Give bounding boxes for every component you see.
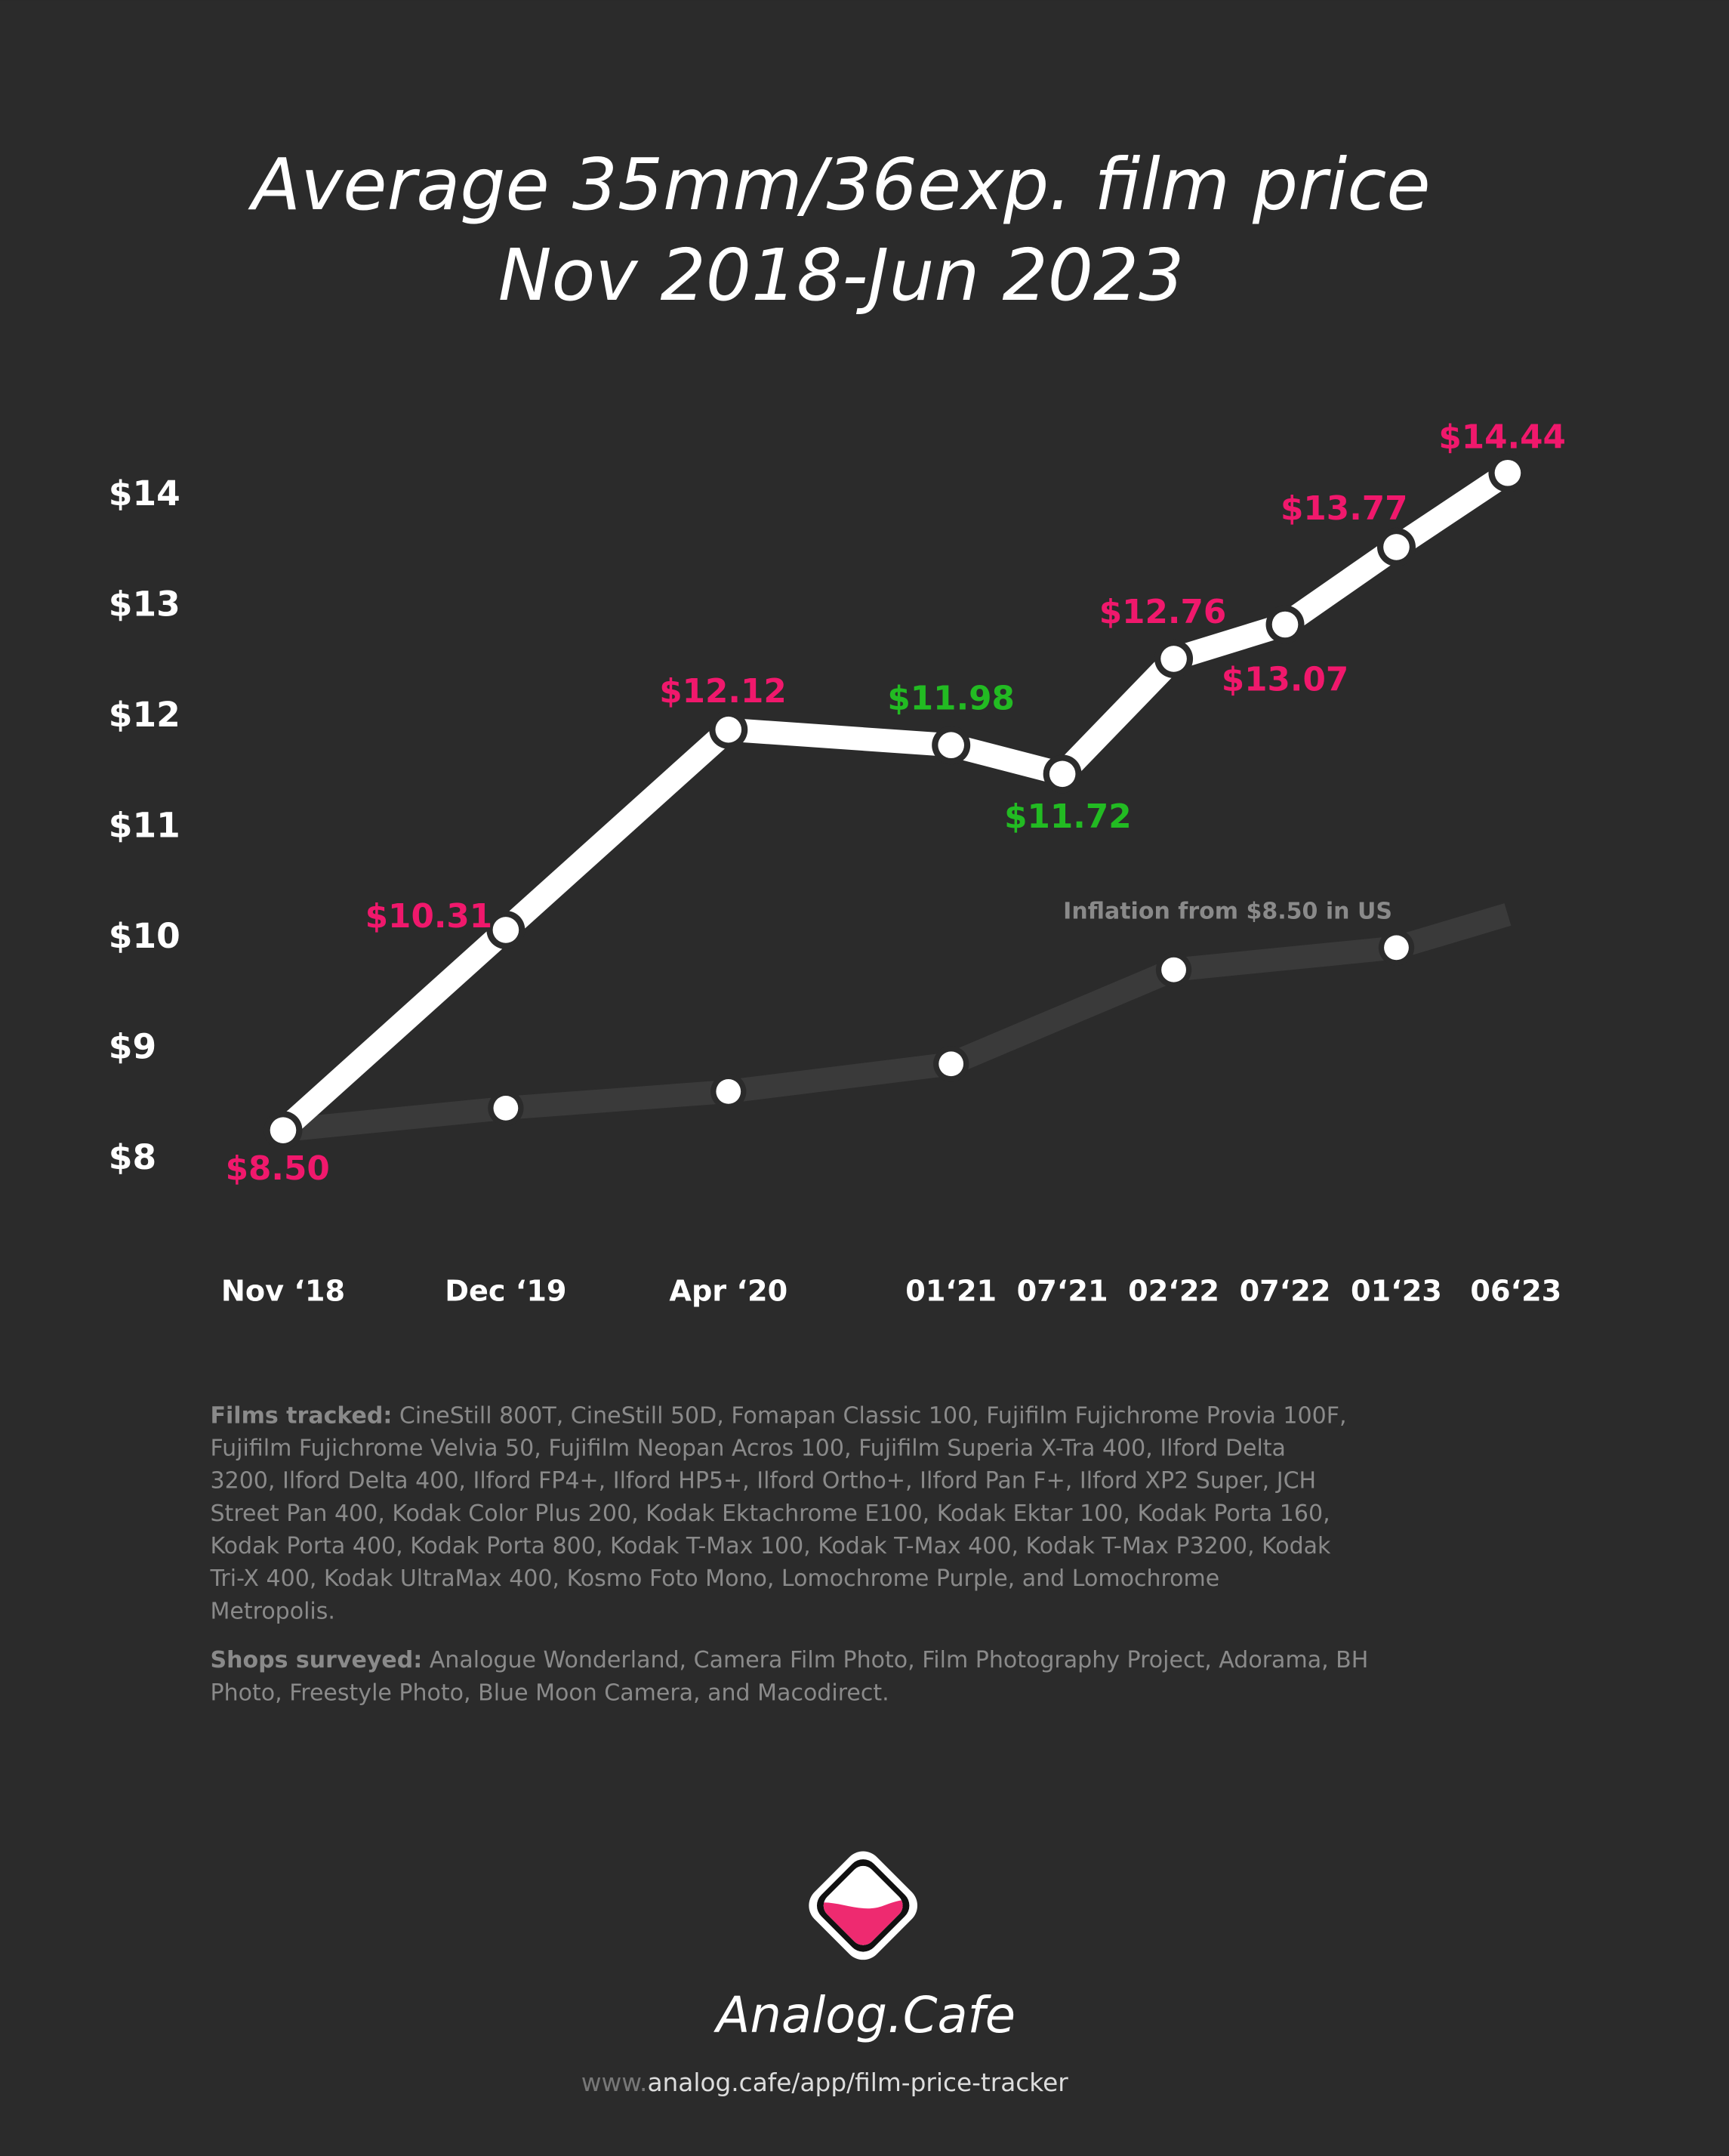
price-line-segment: [498, 720, 737, 939]
price-marker: [1383, 534, 1410, 560]
x-tick-label: Dec ‘19: [445, 1275, 566, 1308]
price-marker: [1271, 611, 1299, 638]
footnote-line: Films tracked: CineStill 800T, CineStill…: [211, 1402, 1347, 1429]
data-label: $10.31: [365, 897, 493, 936]
y-tick-label: $12: [109, 695, 180, 735]
footnote-line: Kodak Porta 400, Kodak Porta 800, Kodak …: [211, 1533, 1332, 1559]
footnote-heading: Films tracked:: [211, 1402, 393, 1429]
data-label: $12.76: [1099, 593, 1227, 631]
price-marker: [1049, 760, 1076, 788]
inflation-marker: [493, 1095, 519, 1121]
brand-name: Analog.Cafe: [713, 1987, 1016, 2044]
x-tick-label: Nov ‘18: [221, 1275, 345, 1308]
footnote-line: Tri-X 400, Kodak UltraMax 400, Kosmo Fot…: [210, 1565, 1220, 1592]
inflation-marker: [1161, 957, 1186, 982]
brand-url[interactable]: www.analog.cafe/app/film-price-tracker: [581, 2068, 1069, 2097]
y-tick-label: $10: [109, 916, 180, 956]
title-line-2: Nov 2018-Jun 2023: [498, 234, 1185, 317]
footnote-line: Fujifilm Fujichrome Velvia 50, Fujifilm …: [211, 1436, 1286, 1462]
y-tick-label: $11: [109, 805, 180, 845]
data-label: $14.44: [1438, 418, 1566, 456]
data-label: $13.77: [1281, 489, 1408, 528]
price-line-segment: [1389, 463, 1515, 557]
x-tick-label: 01‘23: [1351, 1275, 1442, 1308]
data-label: $12.12: [659, 672, 787, 711]
x-tick-label: 07‘21: [1017, 1275, 1108, 1308]
data-label: $13.07: [1222, 660, 1349, 699]
footnote-line: Shops surveyed: Analogue Wonderland, Cam…: [211, 1647, 1369, 1673]
data-label: $11.98: [887, 679, 1015, 717]
url-prefix: www.: [581, 2068, 648, 2097]
x-tick-label: Apr ‘20: [669, 1275, 787, 1308]
inflation-label: Inflation from $8.50 in US: [1063, 898, 1392, 924]
price-marker: [938, 732, 964, 759]
price-marker: [270, 1117, 297, 1143]
footnote-heading: Shops surveyed:: [211, 1647, 423, 1673]
title-line-1: Average 35mm/36exp. film price: [247, 143, 1430, 227]
y-tick-label: $8: [109, 1137, 156, 1177]
footnote-line: Street Pan 400, Kodak Color Plus 200, Ko…: [211, 1501, 1330, 1527]
inflation-marker: [716, 1079, 741, 1104]
x-tick-label: 07‘22: [1240, 1275, 1331, 1308]
price-marker: [1494, 459, 1521, 486]
footnote-line: Metropolis.: [211, 1598, 335, 1624]
inflation-marker: [1384, 935, 1409, 961]
price-line-segment: [1054, 650, 1182, 782]
price-line-segment: [727, 717, 952, 757]
x-tick-label: 01‘21: [905, 1275, 997, 1308]
data-label: $11.72: [1004, 797, 1132, 836]
y-tick-label: $13: [109, 584, 180, 624]
y-tick-label: $14: [109, 473, 180, 514]
price-line-segment: [1278, 537, 1404, 634]
inflation-marker: [938, 1051, 964, 1077]
price-line-segment: [275, 921, 514, 1140]
x-tick-label: 02‘22: [1128, 1275, 1219, 1308]
data-label: $8.50: [226, 1149, 330, 1188]
line-chart: $8 $9 $10 $11 $12 $13 $14 Nov ‘18 Dec ‘19 Apr ‘20…: [109, 418, 1566, 1308]
price-marker: [1160, 646, 1187, 672]
price-line-segment: [1170, 613, 1289, 671]
footnote-line: Photo, Freestyle Photo, Blue Moon Camera…: [211, 1679, 889, 1706]
price-marker: [715, 716, 742, 743]
footnote-line: 3200, Ilford Delta 400, Ilford FP4+, Ilf…: [211, 1468, 1317, 1494]
url-main: analog.cafe/app/film-price-tracker: [647, 2068, 1068, 2097]
x-tick-label: 06‘23: [1470, 1275, 1561, 1308]
footnotes: Films tracked: CineStill 800T, CineStill…: [210, 1402, 1369, 1706]
y-tick-label: $9: [109, 1027, 156, 1067]
price-marker: [492, 917, 519, 943]
